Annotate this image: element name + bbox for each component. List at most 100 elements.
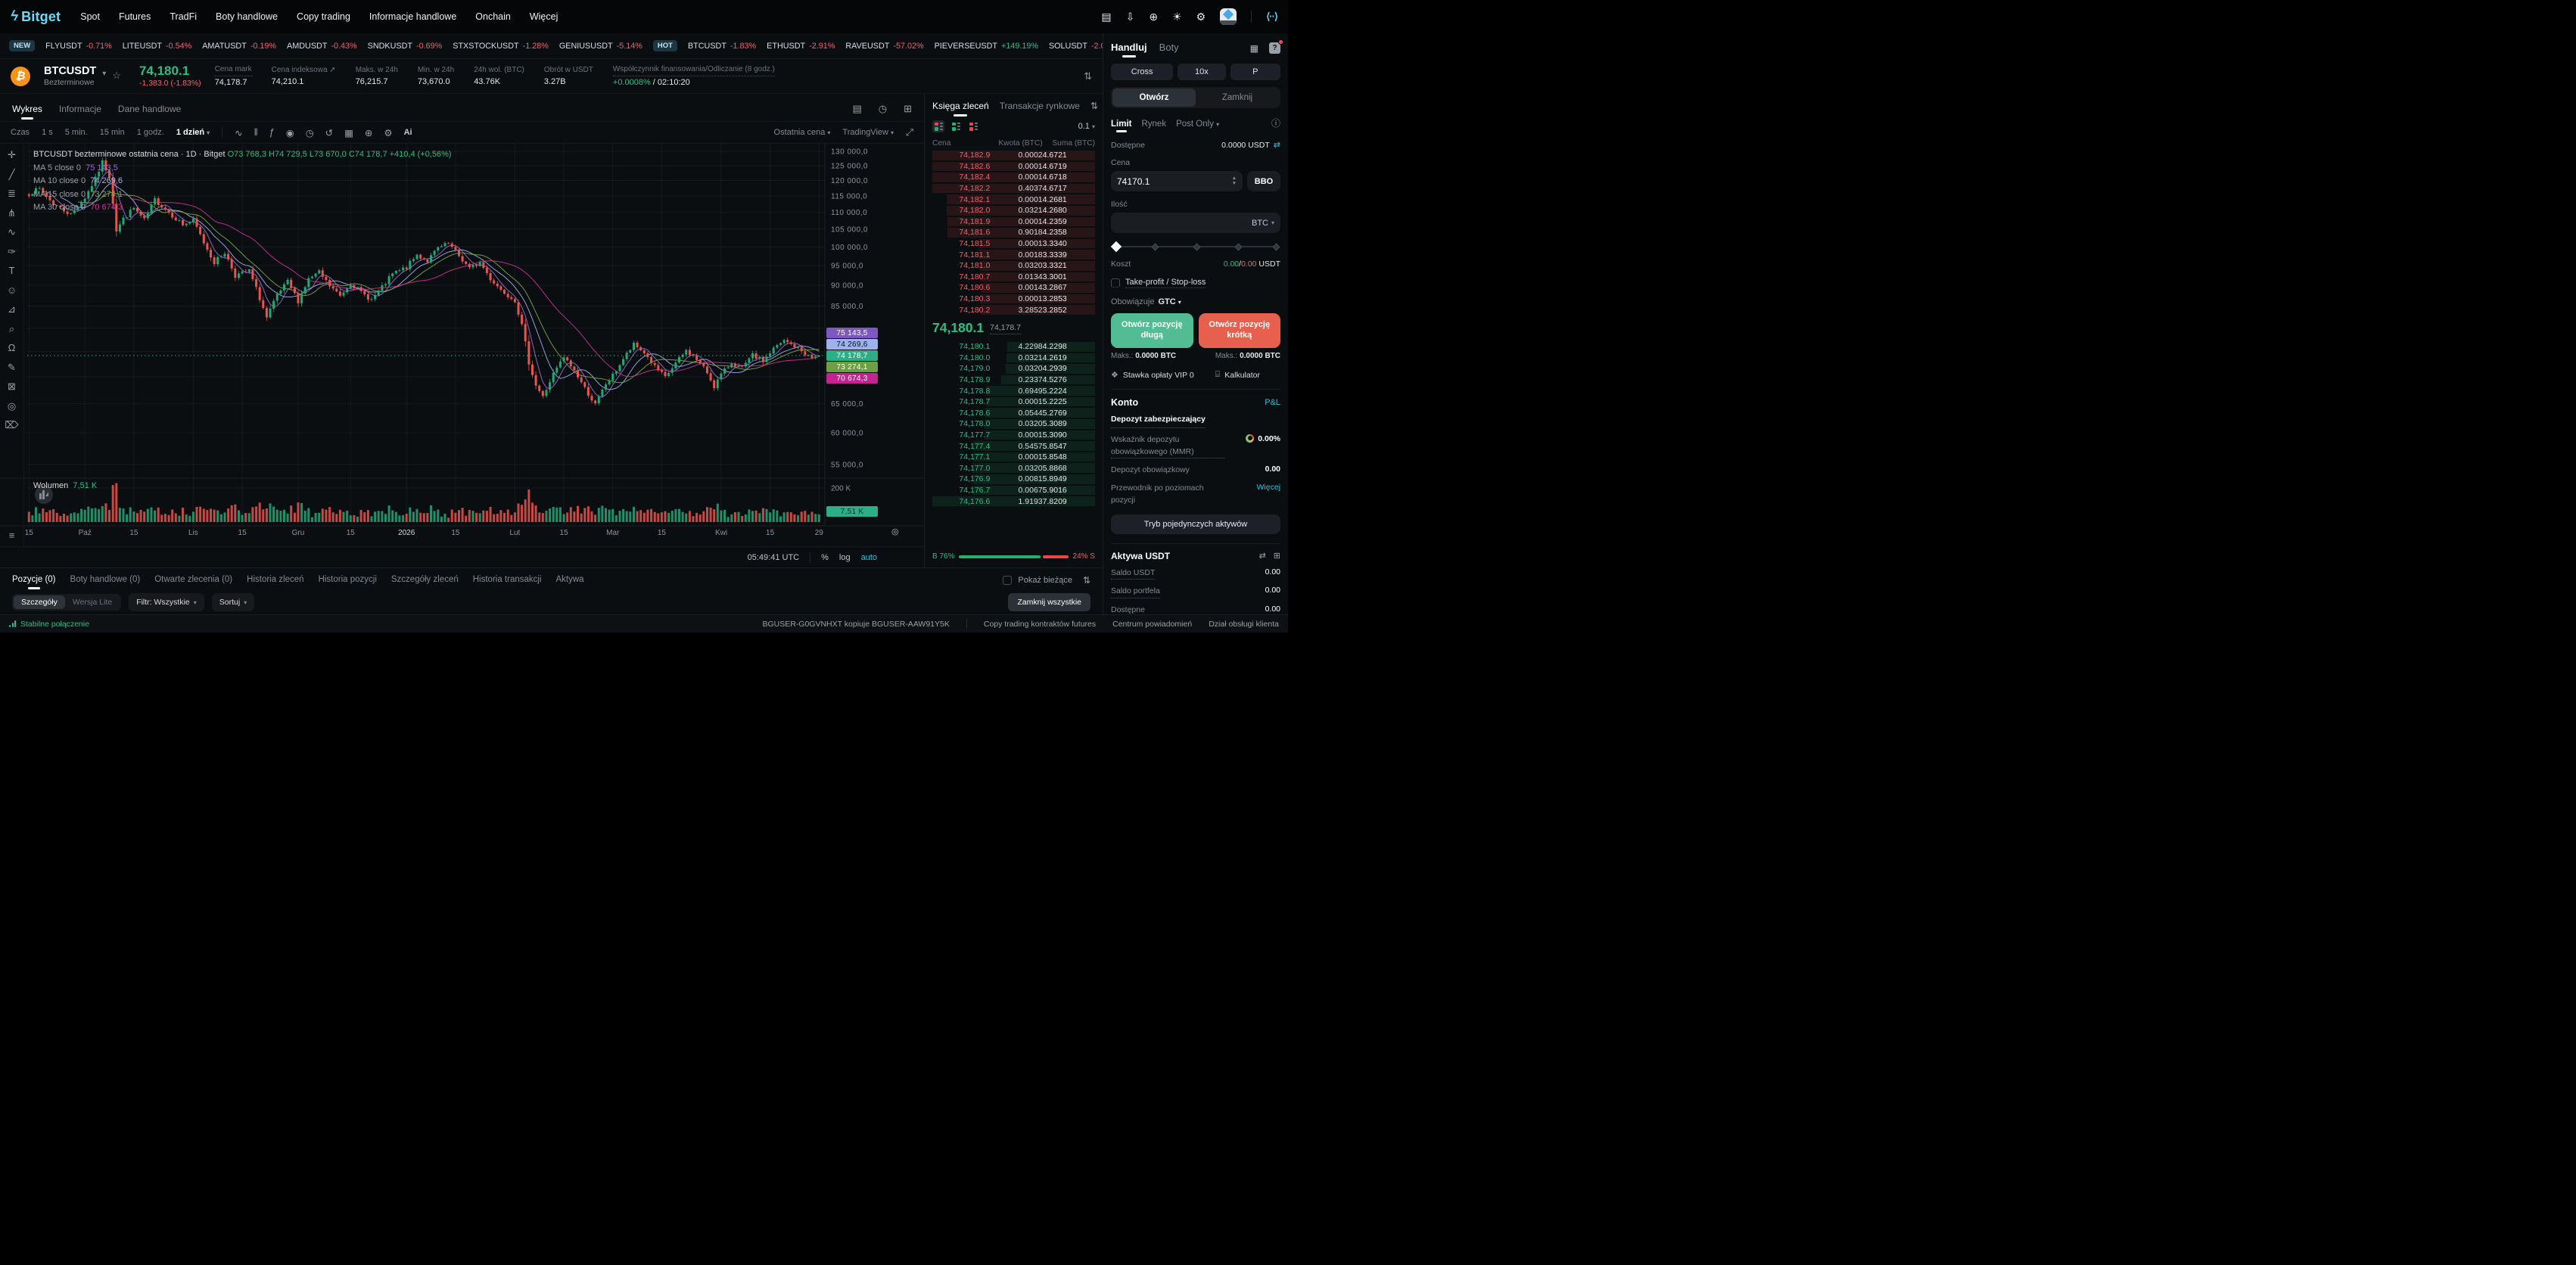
chart-tab-wykres[interactable]: Wykres: [12, 104, 42, 121]
open-short-button[interactable]: Otwórz pozycję krótką: [1198, 313, 1280, 348]
show-current-checkbox[interactable]: [1003, 576, 1013, 585]
help-icon[interactable]: ?: [1269, 39, 1283, 54]
position-mode-button[interactable]: P: [1230, 64, 1280, 80]
tf-czas[interactable]: Czas: [11, 128, 30, 137]
trendline-icon[interactable]: ╱: [8, 168, 15, 180]
avatar[interactable]: [1220, 8, 1237, 25]
tf-15-min[interactable]: 15 min: [99, 128, 125, 137]
zoom-icon[interactable]: ⌕: [8, 322, 15, 334]
seg-details[interactable]: Szczegóły: [14, 595, 65, 609]
bitget-code-icon[interactable]: ⟨··⟩: [1266, 11, 1278, 22]
ob-row[interactable]: 74,176.7 0.0067 5.9016: [932, 485, 1095, 496]
filter-dropdown[interactable]: Filtr: Wszystkie ▾: [129, 593, 204, 611]
precision-dropdown[interactable]: 0.1 ▾: [1078, 122, 1095, 131]
chart-canvas[interactable]: ✛ ╱ ≣ ⋔ ∿ ✑ T ☺ ⊿ ⌕ Ω ✎ ⊠ ◎ ⌦ ≡ 15 Paź 15 Lis 15 Gru 15 2026 15…: [0, 144, 924, 546]
assets-transfer-icon[interactable]: ⇄: [1258, 552, 1266, 561]
close-toggle[interactable]: Zamknij: [1221, 93, 1253, 102]
ob-row[interactable]: 74,179.0 0.0320 4.2939: [932, 363, 1095, 375]
measure-icon[interactable]: ⊿: [8, 303, 16, 315]
ob-row[interactable]: 74,182.0 0.0321 4.2680: [932, 205, 1095, 216]
theme-sun-icon[interactable]: ☀: [1172, 10, 1182, 23]
slider-stop-100[interactable]: [1272, 243, 1280, 250]
nav-item-copy-trading[interactable]: Copy trading: [297, 11, 350, 22]
ob-row[interactable]: 74,180.7 0.0134 3.3001: [932, 272, 1095, 283]
columns-filter-icon[interactable]: ⇅: [1082, 575, 1090, 586]
calculator-link[interactable]: Kalkulator: [1224, 370, 1260, 380]
ob-row[interactable]: 74,180.2 3.2852 3.2852: [932, 304, 1095, 315]
ob-row[interactable]: 74,181.6 0.9018 4.2358: [932, 227, 1095, 238]
chart-tab-informacje[interactable]: Informacje: [58, 104, 101, 114]
assets-deposit-icon[interactable]: ⊞: [1273, 552, 1280, 561]
tif-dropdown[interactable]: Obowiązuje GTC ▾: [1111, 297, 1181, 306]
ob-row[interactable]: 74,178.7 0.0001 5.2225: [932, 396, 1095, 408]
ticker-geniususdt[interactable]: GENIUSUSDT -5.14%: [558, 41, 642, 51]
nav-item-więcej[interactable]: Więcej: [529, 11, 558, 22]
pair-selector[interactable]: BTCUSDT Bezterminowe: [44, 65, 96, 87]
tab-boty[interactable]: Boty: [1159, 42, 1179, 53]
quantity-input[interactable]: BTC ▾: [1111, 213, 1280, 233]
ob-row[interactable]: 74,178.8 0.6949 5.2224: [932, 385, 1095, 396]
layers-icon[interactable]: ≡: [8, 530, 15, 541]
leverage-button[interactable]: 10x: [1178, 64, 1226, 80]
ob-row[interactable]: 74,176.9 0.0081 5.8949: [932, 474, 1095, 485]
ticker-amatusdt[interactable]: AMATUSDT -0.19%: [202, 41, 277, 51]
layout-grid-icon[interactable]: ⊞: [904, 103, 912, 114]
chart-clock[interactable]: 05:49:41 UTC: [747, 552, 800, 562]
wave-pattern-icon[interactable]: ∿: [8, 226, 16, 238]
book-view-both-icon[interactable]: [932, 120, 944, 132]
ob-row[interactable]: 74,177.0 0.0320 5.8868: [932, 462, 1095, 474]
axis-eye-icon[interactable]: ◎: [891, 527, 899, 536]
ob-row[interactable]: 74,180.0 0.0321 4.2619: [932, 353, 1095, 364]
delete-icon[interactable]: ⌦: [5, 419, 19, 430]
slider-stop-75[interactable]: [1234, 243, 1243, 250]
ob-tab-księga-zleceń[interactable]: Księga zleceń: [932, 101, 989, 117]
pair-caret-icon[interactable]: ▾: [102, 70, 107, 79]
price-source-dropdown[interactable]: Ostatnia cena ▾: [773, 128, 831, 137]
slider-stop-25[interactable]: [1151, 243, 1159, 250]
ob-row[interactable]: 74,180.3 0.0001 3.2853: [932, 294, 1095, 305]
ob-tab-transakcje-rynkowe[interactable]: Transakcje rynkowe: [999, 101, 1080, 111]
bottom-tab-historia-transakcji[interactable]: Historia transakcji: [472, 575, 542, 584]
lock-icon[interactable]: ⊠: [8, 381, 16, 392]
brush-icon[interactable]: ✑: [8, 245, 16, 257]
bottom-tab-aktywa[interactable]: Aktywa: [555, 575, 584, 584]
fib-levels-icon[interactable]: ≣: [8, 188, 16, 199]
alert-bell-icon[interactable]: ◷: [878, 103, 888, 114]
add-indicator-icon[interactable]: ⊕: [364, 127, 373, 138]
ob-row[interactable]: 74,176.6 1.9193 7.8209: [932, 496, 1095, 507]
ob-row[interactable]: 74,180.6 0.0014 3.2867: [932, 282, 1095, 294]
screenshot-camera-icon[interactable]: ◉: [285, 127, 294, 138]
header-settings-icon[interactable]: ⇅: [1084, 70, 1092, 82]
ticker-ethusdt[interactable]: ETHUSDT -2.91%: [767, 41, 835, 51]
magnet-icon[interactable]: Ω: [8, 342, 16, 353]
hide-eye-icon[interactable]: ◎: [7, 399, 17, 412]
ticker-solusdt[interactable]: SOLUSDT-2.05%: [1048, 41, 1103, 51]
nav-item-onchain[interactable]: Onchain: [475, 11, 511, 22]
timeframe-active[interactable]: 1 dzień ▾: [176, 128, 210, 137]
transfer-icon[interactable]: ⇄: [1273, 141, 1280, 150]
percent-scale-toggle[interactable]: %: [821, 552, 829, 562]
fullscreen-icon[interactable]: ⤢: [905, 126, 913, 138]
chart-tab-dane-handlowe[interactable]: Dane handlowe: [117, 104, 182, 114]
ob-row[interactable]: 74,181.1 0.0018 3.3339: [932, 249, 1095, 260]
tf-1-s[interactable]: 1 s: [42, 128, 53, 137]
status-item-2[interactable]: Centrum powiadomień: [1112, 619, 1193, 629]
orderbook-mid[interactable]: 74,180.1 74,178.7: [932, 317, 1095, 340]
open-toggle[interactable]: Otwórz: [1112, 89, 1196, 107]
settings-gear-icon[interactable]: ⚙: [1196, 10, 1206, 23]
indicators-icon[interactable]: ƒ: [269, 127, 275, 138]
price-input[interactable]: 74170.1 ▲ ▼: [1111, 171, 1243, 191]
chart-settings-icon[interactable]: ⚙: [384, 127, 393, 138]
ob-row[interactable]: 74,182.1 0.0001 4.2681: [932, 194, 1095, 205]
close-all-button[interactable]: Zamknij wszystkie: [1008, 593, 1090, 611]
chart-style-icon[interactable]: ∿: [235, 127, 243, 138]
ticker-btcusdt[interactable]: BTCUSDT -1.83%: [687, 41, 757, 51]
bottom-tab-otwarte-zlecenia-0[interactable]: Otwarte zlecenia (0): [154, 575, 233, 584]
book-view-asks-icon[interactable]: [967, 120, 979, 132]
ob-row[interactable]: 74,182.2 0.4037 4.6717: [932, 183, 1095, 194]
provider-dropdown[interactable]: TradingView ▾: [842, 128, 894, 137]
order-type-limit[interactable]: Limit: [1111, 120, 1131, 132]
nav-item-boty-handlowe[interactable]: Boty handlowe: [216, 11, 278, 22]
ob-row[interactable]: 74,178.0 0.0320 5.3089: [932, 418, 1095, 430]
order-type-rynek[interactable]: Rynek: [1141, 120, 1167, 129]
